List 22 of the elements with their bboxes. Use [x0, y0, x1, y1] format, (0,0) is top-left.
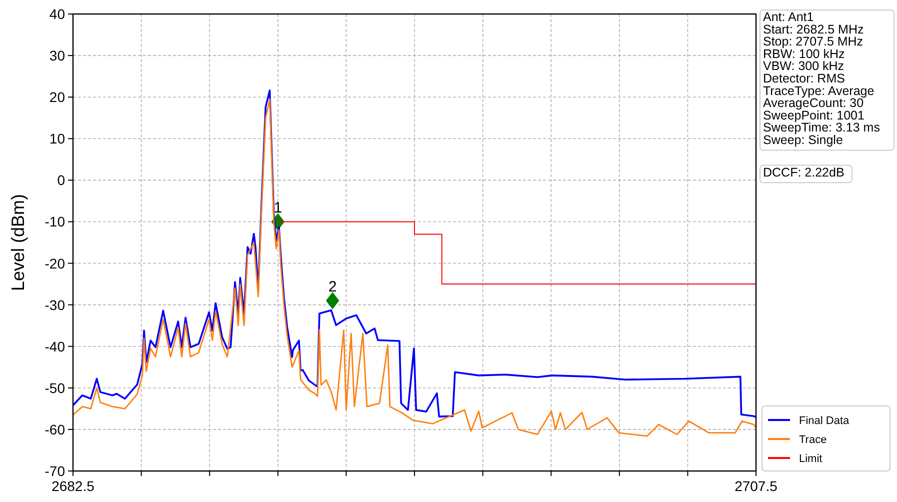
y-tick-label: -10: [44, 214, 66, 230]
y-tick-label: -20: [44, 255, 66, 272]
y-tick-label: -50: [44, 380, 66, 396]
annotation: 2: [328, 278, 337, 296]
x-tick-label: 2682.5: [52, 478, 95, 494]
y-tick-label: 20: [49, 89, 66, 106]
y-tick-label: -70: [44, 463, 66, 479]
y-tick-label: -60: [44, 421, 66, 438]
legend-label: Final Data: [799, 415, 850, 427]
text: DCCF: 2.22dB: [763, 165, 844, 180]
y-tick-label: -30: [44, 296, 66, 313]
x-tick-label: 2707.5: [734, 478, 778, 494]
y-tick-label: 40: [49, 6, 66, 22]
y-tick-label: 0: [57, 172, 66, 188]
y-tick-label: -40: [44, 338, 66, 354]
y-tick-label: 10: [49, 130, 66, 147]
y-axis-title: Level (dBm): [8, 194, 28, 292]
y-tick-label: 30: [49, 48, 66, 64]
legend-label: Limit: [799, 453, 822, 465]
legend-label: Trace: [799, 434, 827, 446]
annotation: 1: [274, 200, 282, 217]
text: Ant: Ant1 Start: 2682.5 MHz Stop: 2707.5 MHz RBW: 100 kHz VBW: 300 kHz Detector: RMS TraceType: Average AverageCount: 30 SweepPoint: 1001 SweepTime: 3.13 ms Sweep: Single: [763, 10, 880, 147]
